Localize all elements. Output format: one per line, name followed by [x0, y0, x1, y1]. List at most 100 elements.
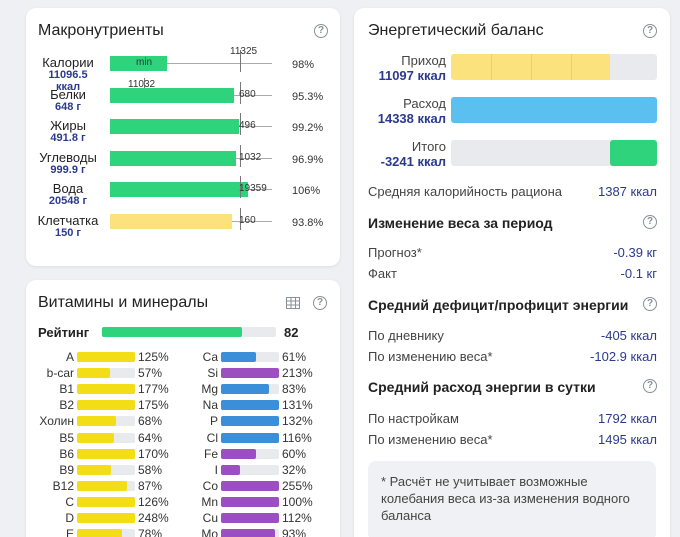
- macro-min-label: min: [136, 57, 153, 68]
- nutrient-percent: 112%: [282, 511, 312, 525]
- settings-label: По настройкам: [368, 411, 459, 426]
- help-icon[interactable]: ?: [643, 215, 657, 229]
- macro-baseline: [110, 63, 272, 64]
- expense-value: 14338 ккал: [377, 111, 446, 126]
- nutrient-bar: [77, 352, 135, 362]
- macro-name: Белки: [50, 86, 86, 102]
- note-box: * Расчёт не учитывает возможные колебани…: [368, 461, 656, 537]
- macro-target: 19359: [239, 183, 267, 194]
- nutrient-percent: 58%: [138, 462, 163, 477]
- help-icon[interactable]: ?: [643, 379, 657, 393]
- nutrient-percent: 116%: [282, 430, 312, 445]
- macro-min-value: 11032: [128, 79, 156, 90]
- macro-name: Калории: [42, 55, 94, 70]
- nutrient-bar: [221, 416, 279, 427]
- rating-bar: [102, 327, 242, 337]
- nutrient-percent: 170%: [138, 446, 169, 461]
- nutrient-bar: [77, 448, 135, 459]
- nutrient-label: Na: [202, 398, 218, 413]
- nutrient-label: I: [214, 462, 218, 477]
- macro-name: Клетчатка: [37, 212, 99, 228]
- nutrient-label: Co: [202, 478, 218, 493]
- nutrient-bar: [221, 432, 279, 443]
- nutrient-percent: 93%: [282, 527, 307, 537]
- macro-target-tick: [240, 176, 241, 198]
- help-icon[interactable]: ?: [643, 24, 657, 38]
- nutrient-percent: 175%: [138, 398, 169, 413]
- nutrient-percent: 255%: [282, 478, 313, 493]
- nutrient-percent: 78%: [138, 527, 163, 537]
- help-icon[interactable]: ?: [643, 297, 657, 311]
- nutrient-label: P: [209, 414, 218, 429]
- nutrient-bar: [77, 400, 135, 411]
- nutrient-label: C: [65, 494, 74, 509]
- forecast-value: -0.39 кг: [613, 245, 657, 260]
- nutrient-label: A: [65, 350, 74, 364]
- nutrient-percent: 61%: [282, 350, 307, 364]
- macro-target-tick: [240, 50, 241, 72]
- nutrient-bar: [221, 352, 256, 362]
- nutrient-bar: [77, 384, 135, 395]
- vitamins-title: Витамины и минералы: [38, 294, 209, 311]
- nutrient-label: B5: [59, 430, 74, 445]
- nutrient-percent: 213%: [282, 366, 313, 381]
- macro-name: Углеводы: [39, 149, 97, 165]
- macro-target-tick: [240, 81, 241, 104]
- nutrient-label: Холин: [39, 414, 74, 429]
- nutrient-bar: [77, 529, 122, 537]
- nutrient-percent: 60%: [282, 446, 307, 461]
- total-label: Итого: [411, 139, 446, 154]
- energy-card: Энергетический баланс ? Приход 11097 кка…: [354, 8, 670, 537]
- nutrient-bar: [77, 464, 111, 475]
- nutrient-label: Si: [207, 366, 218, 381]
- macro-name: Вода: [52, 181, 84, 196]
- rating-value: 82: [284, 325, 299, 340]
- nutrient-label: B12: [52, 478, 74, 493]
- nutrient-label: Mo: [201, 527, 218, 537]
- avg-calorie-label: Средняя калорийность рациона: [368, 184, 562, 199]
- macro-value: 150 г: [55, 226, 81, 239]
- nutrient-bar-track: [221, 464, 279, 475]
- income-bar-divider: [531, 54, 532, 80]
- avg-calorie-value: 1387 ккал: [597, 184, 657, 199]
- nutrient-percent: 131%: [282, 398, 313, 413]
- table-icon[interactable]: [286, 296, 300, 309]
- macro-target: 160: [239, 214, 256, 226]
- nutrient-label: b-car: [46, 366, 74, 381]
- total-bar: [610, 140, 657, 166]
- settings-value: 1792 ккал: [597, 411, 657, 426]
- nutrient-percent: 68%: [138, 414, 163, 429]
- help-icon[interactable]: ?: [313, 296, 327, 310]
- help-icon[interactable]: ?: [314, 24, 328, 38]
- nutrient-bar: [77, 513, 135, 523]
- income-bar-divider: [491, 54, 492, 80]
- macro-bar: [110, 150, 236, 166]
- nutrient-percent: 248%: [138, 511, 169, 525]
- fact-label: Факт: [368, 266, 397, 281]
- macro-target-tick: [240, 207, 241, 230]
- nutrient-percent: 64%: [138, 430, 163, 445]
- nutrient-label: B6: [59, 446, 74, 461]
- macro-bar: [110, 119, 239, 134]
- income-bar-divider: [571, 54, 572, 80]
- macro-value: 491.8 г: [50, 132, 86, 144]
- byweight2-value: 1495 ккал: [597, 432, 657, 447]
- macro-target: 496: [239, 120, 256, 131]
- macro-bar: [110, 213, 232, 229]
- nutrient-bar: [77, 480, 127, 491]
- nutrient-percent: 57%: [138, 366, 163, 381]
- nutrient-label: Fe: [203, 446, 218, 461]
- byweight-label: По изменению веса*: [368, 349, 493, 364]
- nutrient-percent: 126%: [138, 494, 169, 509]
- nutrient-bar: [221, 448, 256, 459]
- macronutrients-title: Макронутриенты: [38, 22, 164, 39]
- nutrient-bar: [221, 513, 279, 523]
- nutrient-label: B9: [59, 462, 74, 477]
- nutrient-bar: [221, 480, 279, 491]
- weight-change-title: Изменение веса за период: [368, 215, 553, 231]
- nutrient-bar: [221, 464, 240, 475]
- macro-target-tick: [240, 113, 241, 135]
- nutrient-label: B2: [59, 398, 74, 413]
- total-value: -3241 ккал: [380, 154, 446, 169]
- nutrient-label: Cu: [202, 511, 218, 525]
